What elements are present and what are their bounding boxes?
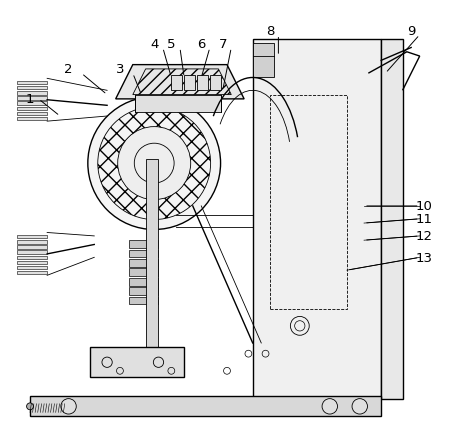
Polygon shape (116, 65, 244, 100)
Bar (17, 87, 47, 90)
Text: 13: 13 (415, 251, 433, 264)
Bar (128, 278, 158, 286)
Text: 12: 12 (415, 230, 433, 243)
Circle shape (322, 399, 337, 414)
Bar (17, 266, 47, 270)
Bar (17, 246, 47, 249)
Bar (17, 97, 47, 101)
Bar (146, 160, 158, 347)
Bar (135, 95, 221, 113)
Bar (128, 241, 158, 248)
Bar (128, 269, 158, 276)
Circle shape (61, 399, 76, 414)
Text: 5: 5 (167, 37, 176, 51)
Bar (270, 95, 347, 309)
Text: 1: 1 (26, 93, 34, 106)
Text: 7: 7 (218, 37, 227, 51)
Bar (17, 92, 47, 95)
Circle shape (88, 98, 221, 230)
Text: 6: 6 (197, 37, 206, 51)
Bar (90, 347, 184, 378)
Bar (17, 256, 47, 259)
Bar (17, 117, 47, 121)
Text: 11: 11 (415, 213, 433, 226)
Bar (17, 251, 47, 254)
Bar (128, 297, 158, 305)
Bar (30, 396, 381, 416)
Bar (128, 259, 158, 267)
Text: 10: 10 (415, 200, 432, 213)
Circle shape (118, 127, 191, 200)
Bar (197, 76, 208, 91)
Bar (210, 76, 221, 91)
Text: 2: 2 (64, 63, 73, 76)
Bar (253, 44, 274, 78)
Bar (128, 288, 158, 295)
Bar (17, 236, 47, 239)
Bar (17, 102, 47, 106)
Text: 4: 4 (150, 37, 158, 51)
Text: 9: 9 (407, 25, 415, 38)
Bar (17, 261, 47, 264)
Circle shape (27, 403, 34, 410)
Bar (381, 40, 403, 399)
Bar (17, 271, 47, 275)
Bar (17, 113, 47, 116)
Bar (17, 82, 47, 85)
Text: 3: 3 (116, 63, 124, 76)
Circle shape (352, 399, 367, 414)
Text: 8: 8 (266, 25, 274, 38)
Bar (17, 108, 47, 111)
Bar (253, 40, 381, 399)
Bar (184, 76, 195, 91)
Bar (171, 76, 182, 91)
Bar (128, 250, 158, 258)
Bar (17, 241, 47, 244)
